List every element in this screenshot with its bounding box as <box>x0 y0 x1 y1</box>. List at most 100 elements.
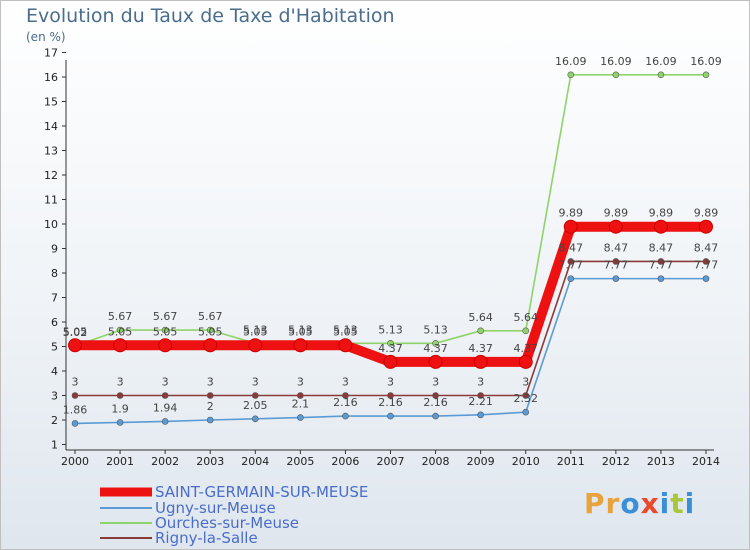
data-point <box>518 354 533 369</box>
data-label: 3 <box>72 376 79 389</box>
data-label: 2.1 <box>292 398 310 411</box>
data-label: 1.94 <box>153 401 178 414</box>
data-label: 4.37 <box>468 342 493 355</box>
data-point <box>297 392 304 399</box>
data-point <box>522 327 530 335</box>
data-label: 5.05 <box>243 325 268 338</box>
logo-letter: t <box>670 487 685 520</box>
x-tick-label: 2005 <box>286 455 314 468</box>
y-tick-label: 3 <box>51 390 58 403</box>
logo-letter: x <box>640 487 660 520</box>
data-label: 4.37 <box>378 342 403 355</box>
data-label: 9.89 <box>694 207 719 220</box>
data-point <box>657 71 665 79</box>
data-label: 3 <box>117 376 124 389</box>
data-label: 8.47 <box>649 241 674 254</box>
x-tick-label: 2011 <box>557 455 585 468</box>
data-label: 5.13 <box>333 323 358 336</box>
x-tick-label: 2003 <box>196 455 224 468</box>
data-label: 9.89 <box>559 207 584 220</box>
data-label: 2.05 <box>243 399 268 412</box>
x-tick-label: 2012 <box>602 455 630 468</box>
data-label: 5.05 <box>153 325 178 338</box>
data-point <box>342 412 349 420</box>
data-point <box>477 392 484 399</box>
y-tick-label: 6 <box>51 316 58 329</box>
data-label: 9.89 <box>649 207 674 220</box>
data-point <box>522 392 530 399</box>
data-point <box>608 219 623 234</box>
data-label: 5.13 <box>378 323 403 336</box>
data-label: 8.47 <box>694 241 719 254</box>
chart-subtitle: (en %) <box>26 30 66 44</box>
data-point <box>206 392 214 399</box>
data-point <box>251 415 259 423</box>
y-tick-label: 14 <box>44 120 58 133</box>
data-label: 5.64 <box>513 311 538 324</box>
data-label: 4.37 <box>423 342 448 355</box>
data-label: 2.16 <box>423 396 448 409</box>
x-tick-label: 2009 <box>467 455 495 468</box>
data-label: 5.05 <box>108 325 133 338</box>
data-label: 7.77 <box>694 259 719 272</box>
x-tick-label: 2010 <box>512 455 540 468</box>
y-tick-label: 11 <box>44 194 58 207</box>
data-label: 2.16 <box>333 396 358 409</box>
data-label: 3 <box>342 376 349 389</box>
data-point <box>161 418 169 425</box>
data-point <box>612 258 620 265</box>
data-point <box>71 420 79 427</box>
data-point <box>702 258 710 265</box>
legend-label: Rigny-la-Salle <box>155 529 258 547</box>
data-label: 7.77 <box>649 259 674 272</box>
data-label: 3 <box>477 376 484 389</box>
legend-label: Ugny-sur-Meuse <box>155 499 276 517</box>
x-tick-label: 2007 <box>377 455 405 468</box>
data-label: 3 <box>162 376 169 389</box>
data-label: 5.13 <box>423 323 448 336</box>
proxiti-logo: Proxiti <box>584 487 695 520</box>
logo-letter: i <box>684 487 696 520</box>
x-tick-label: 2014 <box>692 455 720 468</box>
x-tick-label: 2001 <box>106 455 134 468</box>
x-tick-label: 2004 <box>241 455 269 468</box>
x-tick-label: 2006 <box>331 455 359 468</box>
data-point <box>116 419 124 426</box>
data-point <box>657 258 665 265</box>
y-tick-label: 16 <box>44 71 58 84</box>
data-point <box>116 326 124 334</box>
data-point <box>702 71 710 79</box>
data-label: 3 <box>432 376 439 389</box>
y-tick-label: 5 <box>51 341 58 354</box>
data-point <box>567 258 575 265</box>
data-point <box>563 219 578 234</box>
data-label: 3 <box>252 376 259 389</box>
data-label: 2.16 <box>378 396 403 409</box>
y-tick-label: 10 <box>44 218 58 231</box>
data-label: 1.9 <box>111 402 129 415</box>
data-point <box>116 392 124 399</box>
y-tick-label: 2 <box>51 414 58 427</box>
data-label: 4.37 <box>513 342 538 355</box>
data-point <box>68 338 82 353</box>
chart-title: Evolution du Taux de Taxe d'Habitation <box>26 5 395 27</box>
data-point <box>158 338 173 353</box>
data-point <box>567 275 575 282</box>
data-point <box>477 411 484 419</box>
data-point <box>206 416 214 424</box>
data-label: 5.02 <box>63 326 88 339</box>
logo-letter: P <box>584 487 606 520</box>
data-point <box>567 71 575 79</box>
data-label: 3 <box>522 376 529 389</box>
data-point <box>432 340 439 347</box>
data-point <box>657 275 665 282</box>
data-point <box>387 412 394 420</box>
logo-letter: i <box>659 487 671 520</box>
data-label: 16.09 <box>555 55 587 68</box>
y-tick-label: 17 <box>44 47 58 60</box>
data-point <box>432 392 439 399</box>
data-label: 5.05 <box>288 325 313 338</box>
data-point <box>387 392 394 399</box>
